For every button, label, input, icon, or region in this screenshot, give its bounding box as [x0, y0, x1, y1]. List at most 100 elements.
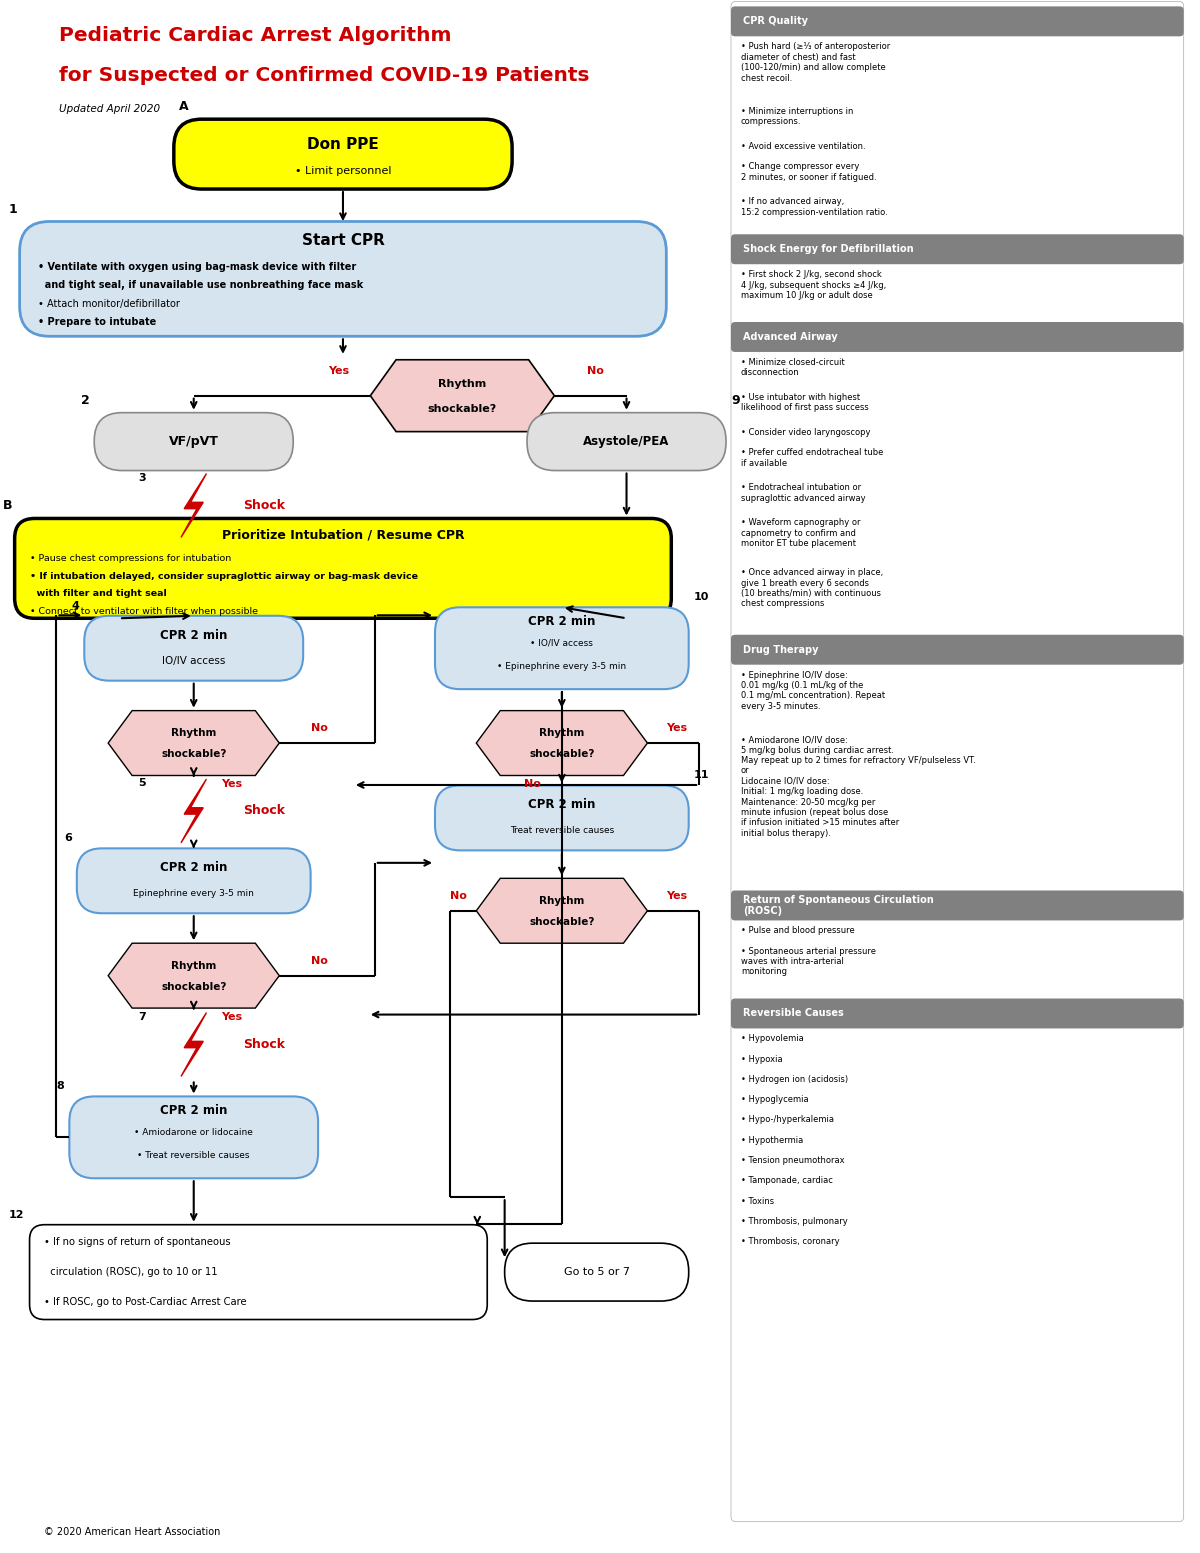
FancyBboxPatch shape: [174, 120, 512, 189]
Text: Yes: Yes: [666, 891, 688, 901]
Text: CPR 2 min: CPR 2 min: [528, 798, 595, 812]
Text: CPR 2 min: CPR 2 min: [160, 862, 228, 874]
Text: Go to 5 or 7: Go to 5 or 7: [564, 1267, 630, 1277]
Text: 1: 1: [8, 202, 18, 216]
Text: No: No: [587, 365, 604, 376]
Text: B: B: [4, 500, 13, 512]
Text: Rhythm: Rhythm: [172, 728, 216, 738]
Text: No: No: [450, 891, 467, 901]
Text: 11: 11: [694, 770, 709, 781]
Text: shockable?: shockable?: [529, 916, 594, 927]
Text: CPR 2 min: CPR 2 min: [528, 615, 595, 627]
Text: • Hypoxia: • Hypoxia: [740, 1054, 782, 1064]
FancyBboxPatch shape: [731, 999, 1183, 1028]
Text: CPR 2 min: CPR 2 min: [160, 1104, 228, 1117]
Text: • Ventilate with oxygen using bag-mask device with filter: • Ventilate with oxygen using bag-mask d…: [37, 262, 355, 272]
Text: Reversible Causes: Reversible Causes: [743, 1008, 844, 1019]
Text: • Amiodarone or lidocaine: • Amiodarone or lidocaine: [134, 1127, 253, 1137]
FancyBboxPatch shape: [731, 635, 1183, 665]
Text: • Hydrogen ion (acidosis): • Hydrogen ion (acidosis): [740, 1075, 848, 1084]
Text: 6: 6: [64, 834, 72, 843]
Text: with filter and tight seal: with filter and tight seal: [30, 589, 167, 598]
Text: No: No: [524, 780, 541, 789]
FancyBboxPatch shape: [731, 321, 1183, 353]
FancyBboxPatch shape: [505, 1242, 689, 1301]
Text: Yes: Yes: [328, 365, 349, 376]
Polygon shape: [476, 711, 648, 775]
Text: • Push hard (≥⅓ of anteroposterior
diameter of chest) and fast
(100-120/min) and: • Push hard (≥⅓ of anteroposterior diame…: [740, 42, 890, 82]
Text: • Hypoglycemia: • Hypoglycemia: [740, 1095, 809, 1104]
Text: • If intubation delayed, consider supraglottic airway or bag-mask device: • If intubation delayed, consider suprag…: [30, 572, 418, 581]
Text: 5: 5: [138, 778, 146, 787]
Text: Shock: Shock: [244, 499, 286, 512]
Text: shockable?: shockable?: [427, 404, 497, 413]
Text: • Epinephrine every 3-5 min: • Epinephrine every 3-5 min: [497, 662, 626, 671]
Text: Yes: Yes: [222, 1011, 242, 1022]
Text: • If ROSC, go to Post-Cardiac Arrest Care: • If ROSC, go to Post-Cardiac Arrest Car…: [44, 1297, 247, 1308]
FancyBboxPatch shape: [527, 413, 726, 471]
Text: Start CPR: Start CPR: [301, 233, 384, 248]
Text: Updated April 2020: Updated April 2020: [60, 104, 161, 115]
Text: 8: 8: [56, 1081, 65, 1092]
FancyBboxPatch shape: [434, 786, 689, 851]
Text: • Endotracheal intubation or
supraglottic advanced airway: • Endotracheal intubation or supraglotti…: [740, 483, 865, 503]
FancyBboxPatch shape: [95, 413, 293, 471]
Text: Advanced Airway: Advanced Airway: [743, 332, 838, 342]
Polygon shape: [371, 360, 554, 432]
Text: • Treat reversible causes: • Treat reversible causes: [138, 1151, 250, 1160]
Text: Rhythm: Rhythm: [172, 961, 216, 971]
Text: 3: 3: [138, 472, 146, 483]
Text: shockable?: shockable?: [161, 981, 227, 992]
Text: • Thrombosis, coronary: • Thrombosis, coronary: [740, 1238, 840, 1246]
Text: Drug Therapy: Drug Therapy: [743, 644, 818, 655]
Text: A: A: [179, 101, 188, 113]
Text: shockable?: shockable?: [161, 749, 227, 759]
Text: 9: 9: [731, 393, 739, 407]
FancyBboxPatch shape: [731, 6, 1183, 36]
Text: • Connect to ventilator with filter when possible: • Connect to ventilator with filter when…: [30, 607, 258, 617]
Text: IO/IV access: IO/IV access: [162, 657, 226, 666]
FancyBboxPatch shape: [731, 235, 1183, 264]
FancyBboxPatch shape: [731, 2, 1183, 1522]
Text: Prioritize Intubation / Resume CPR: Prioritize Intubation / Resume CPR: [222, 530, 464, 542]
Text: Shock: Shock: [244, 804, 286, 817]
Polygon shape: [181, 474, 206, 537]
Text: • Tamponade, cardiac: • Tamponade, cardiac: [740, 1176, 833, 1185]
Text: • Minimize interruptions in
compressions.: • Minimize interruptions in compressions…: [740, 107, 853, 126]
Text: • Pause chest compressions for intubation: • Pause chest compressions for intubatio…: [30, 554, 230, 564]
Text: • If no advanced airway,
15:2 compression-ventilation ratio.: • If no advanced airway, 15:2 compressio…: [740, 197, 888, 216]
Polygon shape: [476, 879, 648, 943]
Text: Shock Energy for Defibrillation: Shock Energy for Defibrillation: [743, 244, 913, 255]
Text: 12: 12: [10, 1210, 24, 1219]
Text: • IO/IV access: • IO/IV access: [530, 638, 593, 648]
Text: • Prefer cuffed endotracheal tube
if available: • Prefer cuffed endotracheal tube if ava…: [740, 449, 883, 467]
Text: Return of Spontaneous Circulation
(ROSC): Return of Spontaneous Circulation (ROSC): [743, 895, 934, 916]
FancyBboxPatch shape: [30, 1225, 487, 1320]
Text: • If no signs of return of spontaneous: • If no signs of return of spontaneous: [44, 1238, 232, 1247]
Polygon shape: [108, 943, 280, 1008]
Text: and tight seal, if unavailable use nonbreathing face mask: and tight seal, if unavailable use nonbr…: [37, 281, 362, 290]
FancyBboxPatch shape: [434, 607, 689, 690]
Polygon shape: [181, 1013, 206, 1076]
Text: Epinephrine every 3-5 min: Epinephrine every 3-5 min: [133, 890, 254, 898]
Text: • Thrombosis, pulmonary: • Thrombosis, pulmonary: [740, 1218, 847, 1225]
Text: • Tension pneumothorax: • Tension pneumothorax: [740, 1155, 845, 1165]
Text: for Suspected or Confirmed COVID-19 Patients: for Suspected or Confirmed COVID-19 Pati…: [60, 67, 590, 85]
Text: • Hypo-/hyperkalemia: • Hypo-/hyperkalemia: [740, 1115, 834, 1124]
Text: • Hypothermia: • Hypothermia: [740, 1135, 803, 1145]
Text: 4: 4: [72, 601, 79, 610]
Text: • Consider video laryngoscopy: • Consider video laryngoscopy: [740, 429, 870, 436]
Text: • Waveform capnography or
capnometry to confirm and
monitor ET tube placement: • Waveform capnography or capnometry to …: [740, 519, 860, 548]
Text: • Epinephrine IO/IV dose:
0.01 mg/kg (0.1 mL/kg of the
0.1 mg/mL concentration).: • Epinephrine IO/IV dose: 0.01 mg/kg (0.…: [740, 671, 886, 711]
FancyBboxPatch shape: [19, 222, 666, 337]
Text: Shock: Shock: [244, 1037, 286, 1051]
Polygon shape: [108, 711, 280, 775]
Text: • Attach monitor/defibrillator: • Attach monitor/defibrillator: [37, 298, 179, 309]
Text: • Spontaneous arterial pressure
waves with intra-arterial
monitoring: • Spontaneous arterial pressure waves wi…: [740, 947, 876, 977]
Text: • Prepare to intubate: • Prepare to intubate: [37, 317, 156, 328]
FancyBboxPatch shape: [70, 1096, 318, 1179]
Text: No: No: [311, 955, 328, 966]
Text: • Amiodarone IO/IV dose:
5 mg/kg bolus during cardiac arrest.
May repeat up to 2: • Amiodarone IO/IV dose: 5 mg/kg bolus d…: [740, 735, 976, 839]
Text: • First shock 2 J/kg, second shock
4 J/kg, subsequent shocks ≥4 J/kg,
maximum 10: • First shock 2 J/kg, second shock 4 J/k…: [740, 270, 886, 300]
Text: • Limit personnel: • Limit personnel: [295, 166, 391, 175]
